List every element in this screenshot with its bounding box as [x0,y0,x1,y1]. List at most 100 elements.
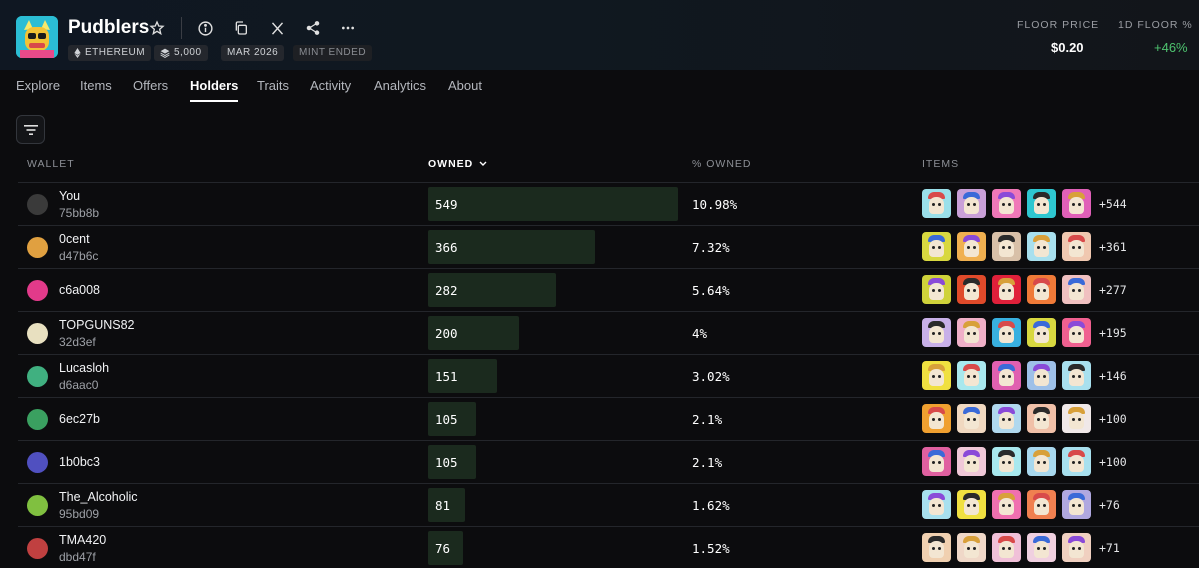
pct-owned: 5.64% [692,283,730,298]
wallet-name[interactable]: 0cent [59,232,90,246]
owned-bar [428,531,463,565]
nft-thumbnail[interactable] [957,490,986,519]
table-row[interactable]: 6ec27b 105 2.1% +100 [18,397,1199,440]
nft-thumbnail[interactable] [1027,490,1056,519]
wallet-column-header[interactable]: WALLET [27,158,75,170]
more-items-count[interactable]: +361 [1099,239,1127,254]
wallet-name[interactable]: You [59,189,81,203]
wallet-name[interactable]: Lucasloh [59,361,110,375]
nft-thumbnail[interactable] [992,490,1021,519]
x-twitter-icon[interactable] [267,18,287,38]
more-items-count[interactable]: +277 [1099,282,1127,297]
more-items-count[interactable]: +76 [1099,497,1120,512]
nft-thumbnail[interactable] [957,232,986,261]
tab-analytics[interactable]: Analytics [374,78,427,93]
tab-traits[interactable]: Traits [257,78,290,93]
nft-thumbnail[interactable] [1027,533,1056,562]
nft-thumbnail[interactable] [922,490,951,519]
table-row[interactable]: TMA420 dbd47f 76 1.52% +71 [18,526,1199,568]
tab-activity[interactable]: Activity [310,78,352,93]
nft-thumbnail[interactable] [992,318,1021,347]
supply-badge: 5,000 [154,45,208,61]
nft-thumbnail[interactable] [1062,490,1091,519]
table-row[interactable]: Lucasloh d6aac0 151 3.02% +146 [18,354,1199,397]
tab-holders[interactable]: Holders [190,78,239,102]
nft-thumbnail[interactable] [957,533,986,562]
table-row[interactable]: You 75bb8b 549 10.98% +544 [18,182,1199,225]
table-row[interactable]: c6a008 282 5.64% +277 [18,268,1199,311]
nft-thumbnail[interactable] [1062,404,1091,433]
wallet-name[interactable]: 6ec27b [59,412,101,426]
wallet-address: 75bb8b [59,206,100,220]
nft-thumbnail[interactable] [1062,318,1091,347]
nft-thumbnail[interactable] [1062,232,1091,261]
nft-thumbnail[interactable] [957,318,986,347]
nft-thumbnail[interactable] [957,404,986,433]
favorite-star-icon[interactable] [147,18,167,38]
nft-thumbnail[interactable] [1062,275,1091,304]
tab-about[interactable]: About [448,78,482,93]
nft-thumbnail[interactable] [957,189,986,218]
nft-thumbnail[interactable] [992,404,1021,433]
owned-count: 105 [435,412,458,427]
more-items-count[interactable]: +100 [1099,411,1127,426]
pct-owned-column-header[interactable]: % OWNED [692,158,752,170]
nft-thumbnail[interactable] [957,447,986,476]
owned-column-header[interactable]: OWNED [428,158,487,170]
more-items-count[interactable]: +195 [1099,325,1127,340]
nft-thumbnail[interactable] [992,189,1021,218]
more-items-count[interactable]: +146 [1099,368,1127,383]
nft-thumbnail[interactable] [957,361,986,390]
wallet-name[interactable]: The_Alcoholic [59,490,138,504]
nft-thumbnail[interactable] [1062,361,1091,390]
more-items-count[interactable]: +544 [1099,196,1127,211]
wallet-name[interactable]: 1b0bc3 [59,455,101,469]
collection-title: Pudblers [68,17,150,38]
items-preview: +195 [922,318,1127,347]
nft-thumbnail[interactable] [922,361,951,390]
wallet-name[interactable]: c6a008 [59,283,101,297]
nft-thumbnail[interactable] [1027,404,1056,433]
nft-thumbnail[interactable] [992,447,1021,476]
nft-thumbnail[interactable] [992,533,1021,562]
owned-count: 105 [435,455,458,470]
filter-button[interactable] [16,115,45,144]
nft-thumbnail[interactable] [1027,361,1056,390]
nft-thumbnail[interactable] [1062,447,1091,476]
nft-thumbnail[interactable] [922,447,951,476]
tab-explore[interactable]: Explore [16,78,61,93]
nft-thumbnail[interactable] [922,232,951,261]
more-items-count[interactable]: +100 [1099,454,1127,469]
nft-thumbnail[interactable] [1027,447,1056,476]
nft-thumbnail[interactable] [1027,318,1056,347]
nft-thumbnail[interactable] [1062,189,1091,218]
nft-thumbnail[interactable] [922,275,951,304]
nft-thumbnail[interactable] [1027,275,1056,304]
nft-thumbnail[interactable] [1062,533,1091,562]
more-options-icon[interactable] [338,18,358,38]
table-row[interactable]: 0cent d47b6c 366 7.32% +361 [18,225,1199,268]
nft-thumbnail[interactable] [1027,189,1056,218]
copy-icon[interactable] [231,18,251,38]
share-icon[interactable] [303,18,323,38]
table-row[interactable]: 1b0bc3 105 2.1% +100 [18,440,1199,483]
owned-bar [428,230,595,264]
nft-thumbnail[interactable] [992,232,1021,261]
tab-offers[interactable]: Offers [133,78,169,93]
nft-thumbnail[interactable] [992,275,1021,304]
nft-thumbnail[interactable] [957,275,986,304]
table-row[interactable]: TOPGUNS82 32d3ef 200 4% +195 [18,311,1199,354]
nft-thumbnail[interactable] [922,533,951,562]
nft-thumbnail[interactable] [1027,232,1056,261]
more-items-count[interactable]: +71 [1099,540,1120,555]
wallet-name[interactable]: TMA420 [59,533,107,547]
tab-items[interactable]: Items [80,78,112,93]
nft-thumbnail[interactable] [922,318,951,347]
info-icon[interactable] [195,18,215,38]
nft-thumbnail[interactable] [992,361,1021,390]
nft-thumbnail[interactable] [922,189,951,218]
wallet-name[interactable]: TOPGUNS82 [59,318,135,332]
nft-thumbnail[interactable] [922,404,951,433]
wallet-address: 32d3ef [59,335,96,349]
table-row[interactable]: The_Alcoholic 95bd09 81 1.62% +76 [18,483,1199,526]
